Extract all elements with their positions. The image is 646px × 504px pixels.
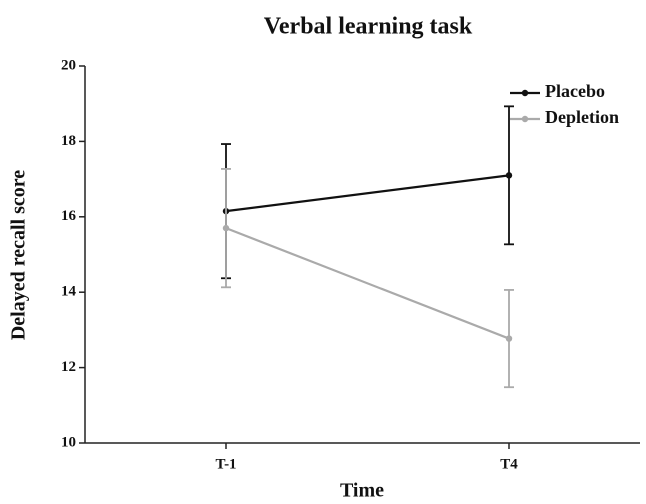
y-tick-label: 14: [61, 284, 77, 300]
x-tick-label: T-1: [215, 456, 236, 472]
y-axis-label: Delayed recall score: [8, 170, 30, 340]
series-line: [225, 174, 510, 213]
legend-marker: [521, 115, 529, 123]
x-axis-label: Time: [340, 480, 384, 502]
y-tick-label: 10: [61, 434, 76, 450]
y-tick-label: 18: [61, 133, 76, 149]
point: [505, 172, 513, 179]
point: [505, 335, 513, 342]
x-tick-label: T4: [500, 456, 518, 472]
legend-label: Placebo: [545, 81, 605, 101]
y-tick-label: 16: [61, 208, 77, 224]
legend-label: Depletion: [545, 107, 619, 127]
series-line: [225, 227, 510, 340]
point: [222, 224, 230, 232]
legend-marker: [521, 89, 529, 97]
chart-title: Verbal learning task: [264, 14, 473, 40]
y-tick-label: 20: [61, 57, 76, 73]
y-tick-label: 12: [61, 359, 76, 375]
